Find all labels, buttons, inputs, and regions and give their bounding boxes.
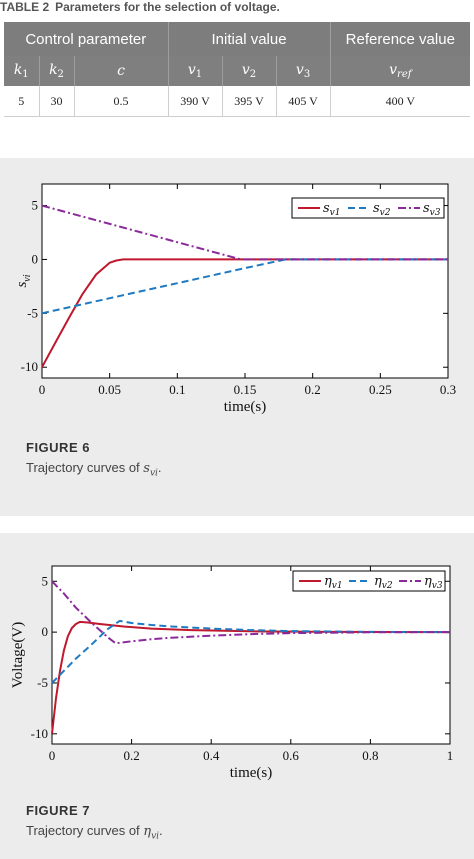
header-v1: v1: [168, 56, 223, 86]
legend-entry-2: sv2: [373, 201, 391, 218]
header-c: c: [74, 56, 169, 86]
header-v3: v3: [276, 56, 331, 86]
header-v2: v2: [222, 56, 277, 86]
header-control-parameter: Control parameter: [4, 22, 169, 56]
series-line-3: [51, 580, 451, 645]
figure-6-panel: 0 0.05 0.1 0.15 0.2 0.25 0.3 5 0 -5 -10 time(s) svi s…: [0, 158, 474, 516]
x-tick-label: 0.3: [440, 382, 456, 397]
figure-7-label: FIGURE 7: [26, 803, 90, 818]
figure-6-label: FIGURE 6: [26, 440, 90, 455]
y-tick-label: -10: [21, 359, 38, 374]
figure-7-caption: Trajectory curves of ηvi.: [26, 823, 163, 842]
cell-v3: 405 V: [276, 86, 331, 117]
series-line-2: [51, 619, 451, 684]
x-tick-label: 0.2: [305, 382, 321, 397]
figure-6-caption: Trajectory curves of svi.: [26, 460, 162, 479]
cell-v1: 390 V: [168, 86, 223, 117]
legend-box: [291, 197, 445, 219]
y-axis-label: svi: [14, 274, 33, 287]
table-row: 5 30 0.5 390 V 395 V 405 V 400 V: [4, 86, 471, 117]
x-axis-label: time(s): [224, 399, 267, 415]
plot-area: [51, 565, 451, 745]
y-tick-label: 5: [32, 198, 39, 213]
x-tick-label: 0: [49, 748, 56, 763]
legend-entry-1: ηv1: [324, 574, 343, 591]
x-tick-label: 0.15: [234, 382, 257, 397]
figure-6-chart: 0 0.05 0.1 0.15 0.2 0.25 0.3 5 0 -5 -10 time(s) svi s…: [14, 183, 456, 415]
series-line-1: [51, 620, 451, 734]
legend-entry-3: ηv3: [424, 574, 443, 591]
x-tick-label: 0: [39, 382, 46, 397]
cell-k2: 30: [39, 86, 75, 117]
header-k2: k2: [39, 56, 75, 86]
y-axis-label: Voltage(V): [10, 622, 26, 688]
x-tick-label: 0.1: [169, 382, 185, 397]
legend-box: [292, 570, 446, 592]
x-tick-label: 0.05: [98, 382, 121, 397]
header-initial-value: Initial value: [168, 22, 331, 56]
x-tick-label: 0.4: [203, 748, 220, 763]
table-title: Parameters for the selection of voltage.: [55, 0, 280, 14]
x-tick-label: 0.25: [369, 382, 392, 397]
legend-entry-1: sv1: [323, 201, 340, 218]
legend-entry-2: ηv2: [374, 574, 393, 591]
x-tick-label: 0.2: [123, 748, 139, 763]
legend-entry-3: sv3: [423, 201, 441, 218]
x-tick-label: 1: [447, 748, 454, 763]
cell-k1: 5: [4, 86, 40, 117]
header-k1: k1: [4, 56, 40, 86]
y-tick-label: -5: [37, 675, 48, 690]
parameters-table: Control parameter Initial value Referenc…: [4, 22, 471, 117]
x-axis-label: time(s): [230, 765, 273, 781]
series-line-1: [41, 258, 448, 368]
y-tick-label: -5: [27, 305, 38, 320]
series-line-3: [41, 204, 448, 261]
cell-v2: 395 V: [222, 86, 277, 117]
x-tick-label: 0.6: [283, 748, 300, 763]
figure-7-chart: 0 0.2 0.4 0.6 0.8 1 5 0 -5 -10 time(s) Voltage(V) ηv…: [10, 565, 454, 781]
y-tick-label: 5: [42, 573, 49, 588]
header-vref: vref: [330, 56, 471, 86]
cell-c: 0.5: [74, 86, 169, 117]
figure-7-panel: 0 0.2 0.4 0.6 0.8 1 5 0 -5 -10 time(s) Voltage(V) ηv…: [0, 533, 474, 859]
y-tick-label: 0: [32, 251, 39, 266]
table-caption: TABLE 2 Parameters for the selection of v…: [0, 0, 474, 18]
y-tick-label: -10: [31, 726, 48, 741]
cell-vref: 400 V: [330, 86, 471, 117]
x-tick-label: 0.8: [362, 748, 378, 763]
header-reference-value: Reference value: [330, 22, 471, 56]
table-number: TABLE 2: [0, 0, 50, 14]
y-tick-label: 0: [42, 624, 49, 639]
